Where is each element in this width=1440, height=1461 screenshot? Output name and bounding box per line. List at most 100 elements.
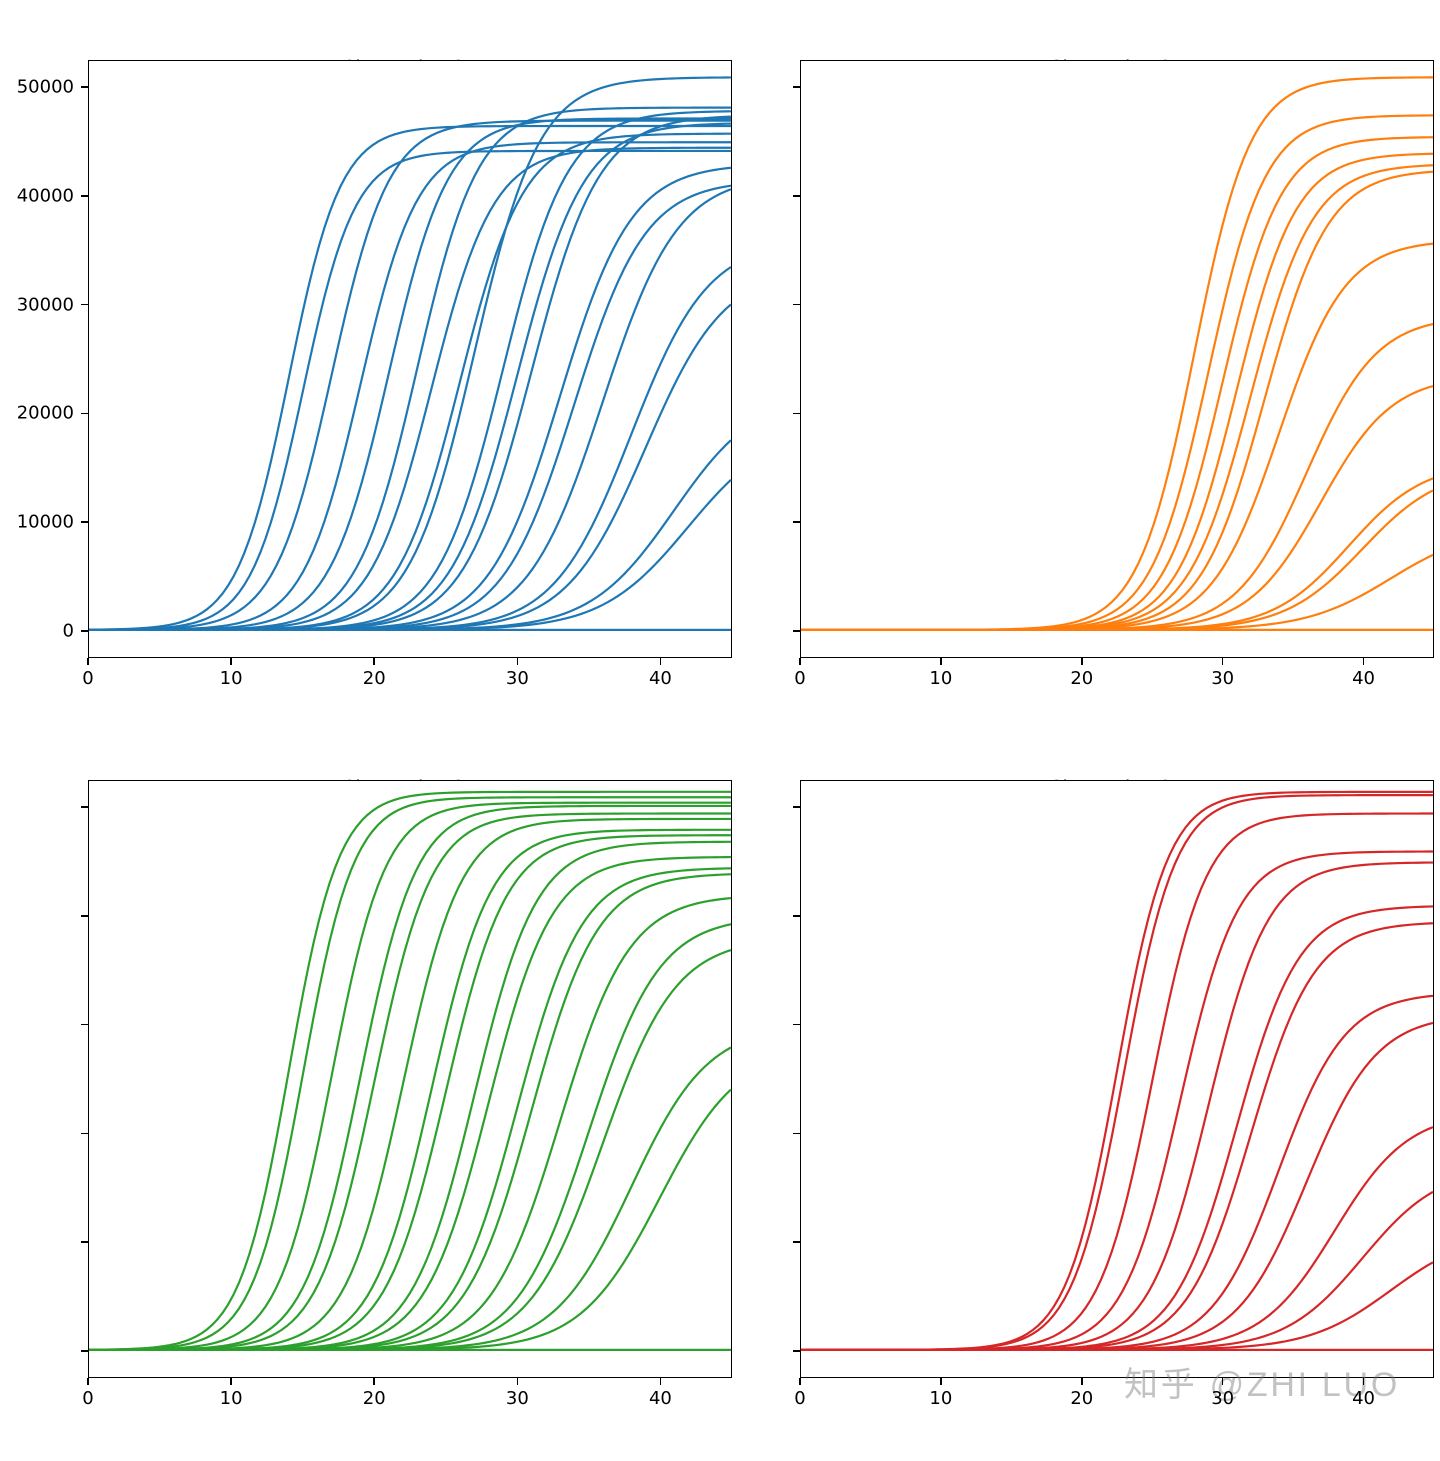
curve [89,819,731,1350]
y-tick [793,1350,800,1352]
x-tick [660,1378,662,1385]
curve [801,77,1433,630]
curve [89,792,731,1350]
x-tick [230,1378,232,1385]
y-tick [81,195,88,197]
x-tick [373,1378,375,1385]
curve [89,118,731,629]
x-tick [1081,1378,1083,1385]
x-tick [87,1378,89,1385]
curve [801,172,1433,630]
curve [801,165,1433,630]
x-tick [799,658,801,665]
figure-root: Channel: ROX Assay: RHI_UTR_01 Target: E… [0,0,1440,1461]
x-tick [517,658,519,665]
curve [89,874,731,1350]
y-tick [81,806,88,808]
y-tick [793,915,800,917]
y-tick [81,1241,88,1243]
curve [801,1262,1433,1350]
curve [89,124,731,630]
x-tick [230,658,232,665]
y-tick [81,304,88,306]
curve [801,814,1433,1350]
plot-box-br [800,780,1434,1378]
y-tick [81,915,88,917]
x-tick [87,658,89,665]
x-tick-label: 30 [1211,1388,1234,1409]
curve [801,324,1433,630]
curve [89,924,731,1350]
curve [89,835,731,1350]
y-tick [81,521,88,523]
y-tick [81,1350,88,1352]
curve [801,852,1433,1350]
curve [801,555,1433,630]
x-tick-label: 40 [1352,668,1375,689]
x-tick-label: 0 [794,668,805,689]
curve [801,906,1433,1349]
y-tick-label: 10000 [0,512,74,533]
y-tick-label: 30000 [0,294,74,315]
x-tick-label: 20 [363,668,386,689]
plot-box-bl [88,780,732,1378]
y-tick [793,195,800,197]
x-tick [1081,658,1083,665]
x-tick-label: 30 [506,668,529,689]
curve [89,267,731,630]
x-tick [1222,1378,1224,1385]
y-tick [81,630,88,632]
x-tick [1363,658,1365,665]
x-tick [1222,658,1224,665]
y-tick [81,413,88,415]
y-tick-label: 50000 [0,77,74,98]
curve [89,806,731,1350]
curve [89,134,731,630]
y-tick [793,806,800,808]
x-tick [799,1378,801,1385]
x-tick [1363,1378,1365,1385]
y-tick [793,413,800,415]
curve [89,1048,731,1350]
plot-svg-tr [801,61,1433,657]
y-tick [793,1024,800,1026]
y-tick [81,1133,88,1135]
curve [801,1192,1433,1350]
x-tick-label: 20 [363,1388,386,1409]
x-tick-label: 0 [82,668,93,689]
x-tick [660,658,662,665]
y-tick [81,1024,88,1026]
plot-svg-bl [89,781,731,1377]
y-tick [793,86,800,88]
x-tick-label: 30 [1211,668,1234,689]
x-tick-label: 0 [82,1388,93,1409]
y-tick [793,1133,800,1135]
curve [801,115,1433,630]
plot-box-tr [800,60,1434,658]
x-tick-label: 40 [1352,1388,1375,1409]
y-tick [793,304,800,306]
x-tick-label: 10 [929,1388,952,1409]
curve [801,792,1433,1350]
curve [89,111,731,630]
curve [89,148,731,630]
curve [89,480,731,630]
curve [89,117,731,630]
y-tick-label: 20000 [0,403,74,424]
y-tick-label: 40000 [0,185,74,206]
curve [89,108,731,630]
x-tick [517,1378,519,1385]
curve [801,386,1433,630]
x-tick-label: 20 [1070,668,1093,689]
plot-svg-tl [89,61,731,657]
curve [89,121,731,630]
y-tick [793,630,800,632]
y-tick [793,1241,800,1243]
curve [89,830,731,1350]
curve [89,842,731,1350]
x-tick-label: 10 [220,1388,243,1409]
plot-svg-br [801,781,1433,1377]
x-tick-label: 0 [794,1388,805,1409]
x-tick [940,658,942,665]
x-tick [940,1378,942,1385]
